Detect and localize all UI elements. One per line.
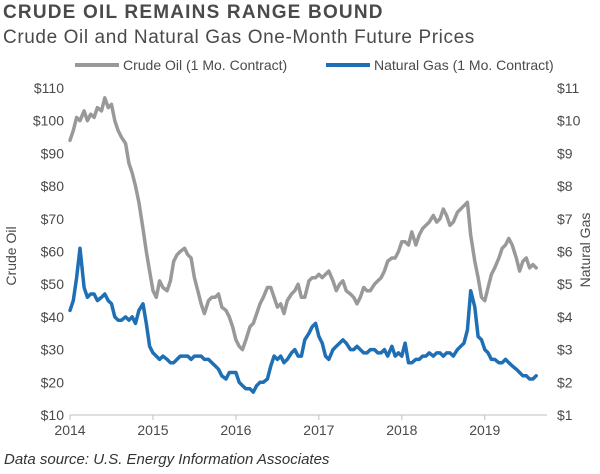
y-tick-label-left: $20 — [41, 374, 65, 390]
y-tick-label-left: $110 — [34, 80, 64, 96]
legend-swatch-crude-oil — [75, 63, 119, 67]
legend-item-natural-gas: Natural Gas (1 Mo. Contract) — [326, 57, 554, 73]
chart-legend: Crude Oil (1 Mo. Contract) Natural Gas (… — [0, 57, 600, 77]
y-tick-label-left: $40 — [41, 309, 65, 325]
y-tick-label-right: $5 — [557, 276, 573, 292]
x-tick-label: 2015 — [137, 422, 168, 438]
x-tick-label: 2016 — [220, 422, 251, 438]
x-tick-label: 2017 — [303, 422, 334, 438]
chart-subtitle: Crude Oil and Natural Gas One-Month Futu… — [3, 27, 475, 48]
chart-axes: 2014 2015 2016 2017 2018 2019 $10 $20 $30 $40 $50 $… — [33, 80, 581, 438]
chart-series-layer — [68, 96, 538, 394]
legend-item-crude-oil: Crude Oil (1 Mo. Contract) — [75, 57, 287, 73]
y-tick-label-left: $10 — [41, 407, 65, 423]
chart-title: CRUDE OIL REMAINS RANGE BOUND — [3, 2, 384, 23]
y-tick-label-left: $30 — [41, 342, 65, 358]
data-source-note: Data source: U.S. Energy Information Ass… — [4, 451, 330, 468]
y-tick-label-left: $50 — [41, 276, 65, 292]
y-tick-label-right: $10 — [557, 113, 581, 129]
y-tick-label-right: $8 — [557, 178, 573, 194]
y-tick-label-right: $7 — [557, 211, 573, 227]
series-line-natural-gas — [68, 246, 538, 394]
y-tick-label-left: $100 — [33, 113, 64, 129]
y-tick-label-left: $70 — [41, 211, 65, 227]
y-tick-label-right: $9 — [557, 145, 573, 161]
x-tick-label: 2018 — [386, 422, 417, 438]
x-tick-label: 2019 — [469, 422, 500, 438]
y-tick-label-right: $2 — [557, 374, 573, 390]
y-tick-label-left: $60 — [41, 244, 65, 260]
y-tick-label-left: $90 — [41, 145, 65, 161]
y-tick-label-right: $4 — [557, 309, 573, 325]
y-tick-label-right: $1 — [557, 407, 573, 423]
y-axis-title-right: Natural Gas — [577, 213, 593, 288]
legend-swatch-natural-gas — [326, 63, 370, 67]
y-tick-label-right: $3 — [557, 342, 573, 358]
legend-label-crude-oil: Crude Oil (1 Mo. Contract) — [123, 57, 288, 73]
legend-label-natural-gas: Natural Gas (1 Mo. Contract) — [374, 57, 554, 73]
y-axis-title-left: Crude Oil — [3, 226, 19, 285]
y-tick-label-left: $80 — [41, 178, 65, 194]
y-tick-label-right: $11 — [557, 80, 580, 96]
y-tick-label-right: $6 — [557, 244, 573, 260]
x-tick-label: 2014 — [54, 422, 85, 438]
series-line-crude-oil — [68, 96, 538, 352]
